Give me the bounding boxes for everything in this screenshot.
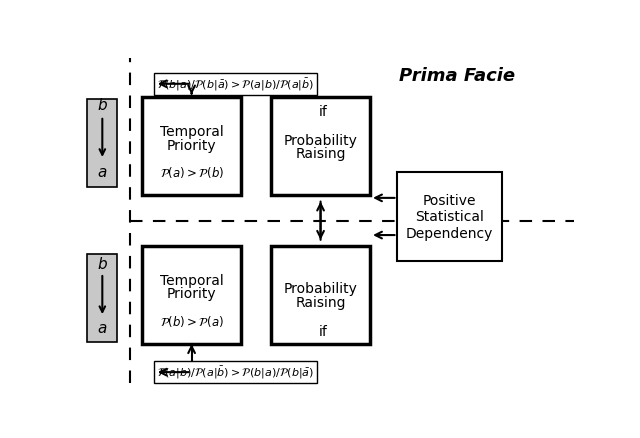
Bar bbox=[142, 247, 241, 344]
Bar bbox=[271, 98, 370, 196]
Text: Priority: Priority bbox=[167, 138, 216, 152]
Text: if: if bbox=[319, 105, 328, 119]
Bar bbox=[397, 172, 502, 261]
Text: Raising: Raising bbox=[295, 295, 346, 309]
Bar bbox=[142, 98, 241, 196]
Bar bbox=[88, 100, 117, 187]
Text: $\mathcal{P}(a) > \mathcal{P}(b)$: $\mathcal{P}(a) > \mathcal{P}(b)$ bbox=[159, 165, 223, 180]
Text: Probability: Probability bbox=[284, 282, 358, 296]
Text: $\mathcal{P}(b|a)/\mathcal{P}(b|\bar{a}) > \mathcal{P}(a|b)/\mathcal{P}(a|\bar{b: $\mathcal{P}(b|a)/\mathcal{P}(b|\bar{a})… bbox=[157, 77, 314, 93]
Text: Positive: Positive bbox=[423, 193, 476, 207]
Bar bbox=[271, 247, 370, 344]
Text: $b$: $b$ bbox=[97, 97, 108, 113]
Text: Probability: Probability bbox=[284, 133, 358, 147]
Text: $a$: $a$ bbox=[97, 321, 108, 336]
Text: $b$: $b$ bbox=[97, 255, 108, 271]
Bar bbox=[88, 255, 117, 343]
Text: $\mathcal{P}(a|b)/\mathcal{P}(a|\bar{b}) > \mathcal{P}(b|a)/\mathcal{P}(b|\bar{a: $\mathcal{P}(a|b)/\mathcal{P}(a|\bar{b})… bbox=[157, 364, 314, 380]
Text: if: if bbox=[319, 324, 328, 338]
Text: Statistical: Statistical bbox=[415, 210, 484, 224]
Text: Temporal: Temporal bbox=[160, 125, 223, 139]
Text: $\mathcal{P}(b) > \mathcal{P}(a)$: $\mathcal{P}(b) > \mathcal{P}(a)$ bbox=[159, 313, 223, 328]
Text: Dependency: Dependency bbox=[406, 227, 493, 241]
Text: Raising: Raising bbox=[295, 147, 346, 161]
Text: Prima Facie: Prima Facie bbox=[399, 67, 515, 85]
Text: Temporal: Temporal bbox=[160, 273, 223, 287]
Text: Priority: Priority bbox=[167, 287, 216, 300]
Text: $a$: $a$ bbox=[97, 165, 108, 180]
